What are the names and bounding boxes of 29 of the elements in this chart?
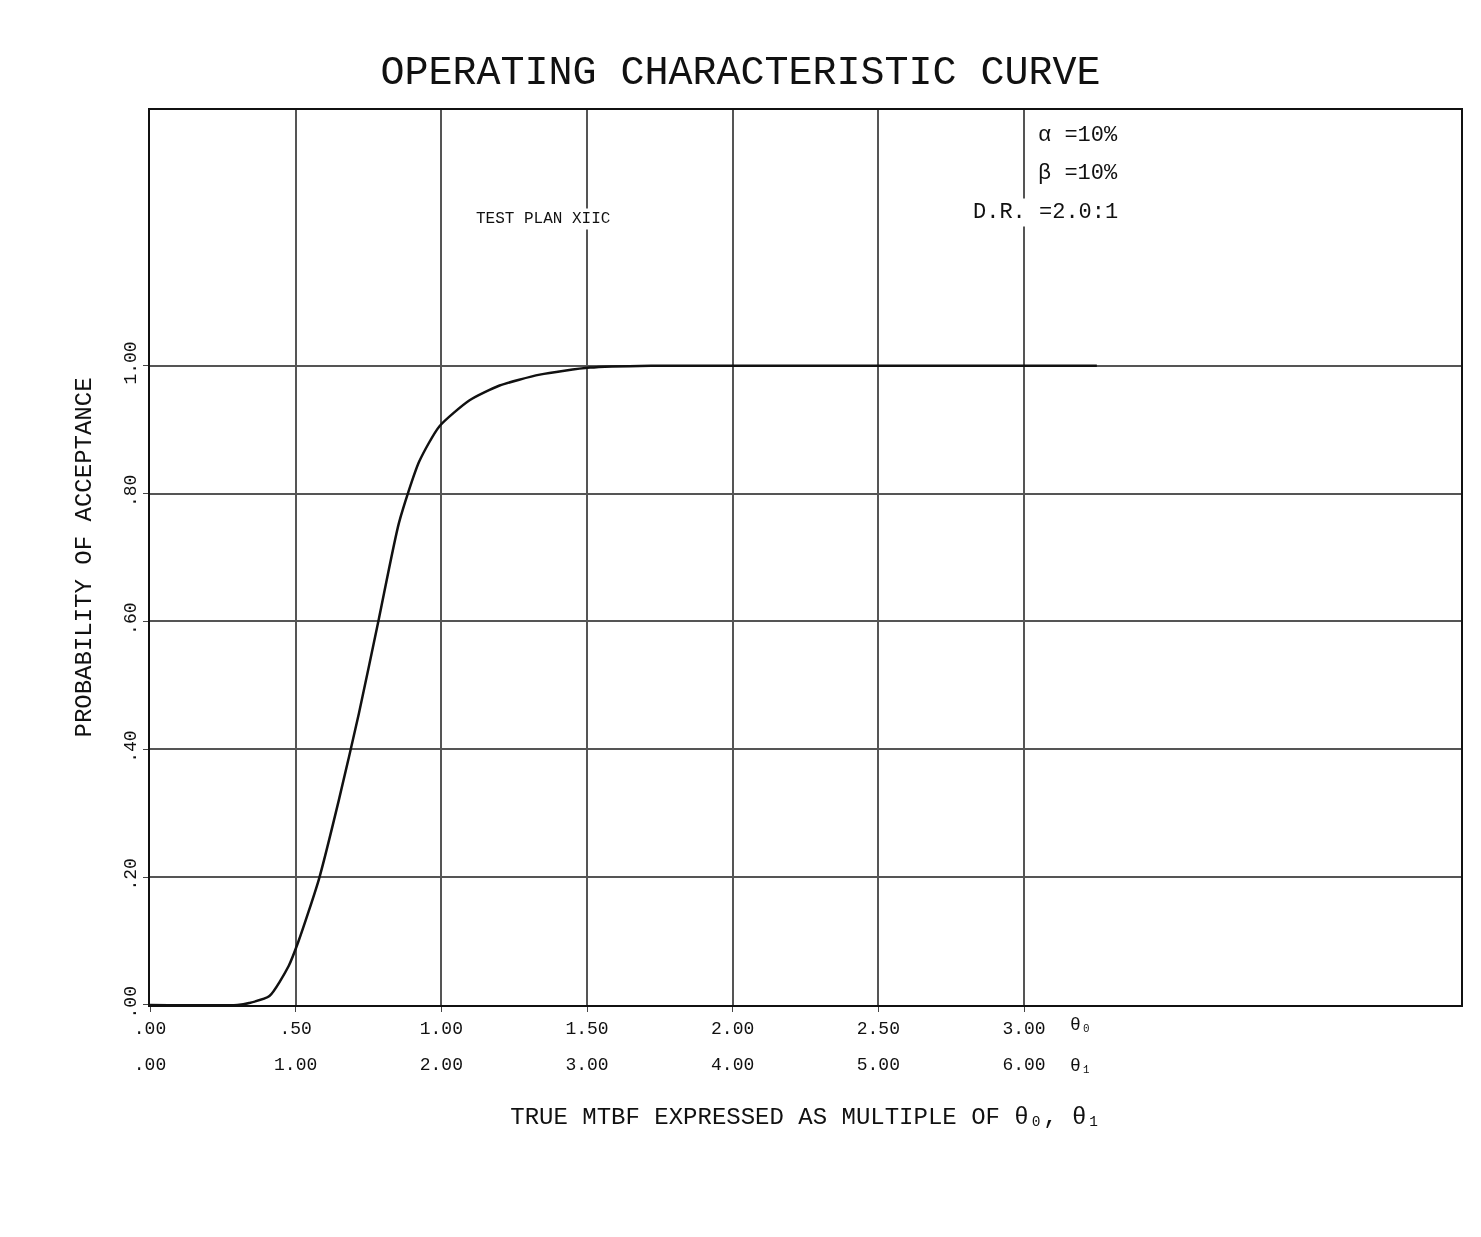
x-tick-label: .50 bbox=[279, 1018, 312, 1039]
x2-tick-label: 1.00 bbox=[274, 1054, 318, 1075]
y-tick-label: 1.00 bbox=[120, 341, 141, 385]
annotation: TEST PLAN XIIC bbox=[476, 210, 611, 228]
x-tick-label: 1.00 bbox=[419, 1018, 463, 1039]
x2-tick-label: 6.00 bbox=[1002, 1054, 1046, 1075]
annotation: D.R. =2.0:1 bbox=[973, 200, 1119, 225]
text: θ₀ bbox=[1070, 1015, 1092, 1035]
x2-tick-label: 3.00 bbox=[565, 1054, 609, 1075]
x-tick-label: 2.00 bbox=[711, 1018, 755, 1039]
x-tick-label: 2.50 bbox=[856, 1018, 900, 1039]
y-axis-title: PROBABILITY OF ACCEPTANCE bbox=[71, 377, 98, 738]
x-tick-label: 1.50 bbox=[565, 1018, 609, 1039]
text: θ₁ bbox=[1070, 1056, 1092, 1076]
x2-tick-label: 4.00 bbox=[711, 1054, 755, 1075]
y-tick-label: .60 bbox=[120, 602, 141, 635]
x2-tick-label: .00 bbox=[133, 1054, 167, 1075]
x2-tick-label: 5.00 bbox=[856, 1054, 900, 1075]
x2-tick-label: 2.00 bbox=[419, 1054, 463, 1075]
y-tick-label: .40 bbox=[120, 730, 141, 763]
x-axis-title: TRUE MTBF EXPRESSED AS MULTIPLE OF θ₀, θ₁ bbox=[510, 1104, 1101, 1132]
x-tick-label: .00 bbox=[133, 1018, 167, 1039]
annotation: α =10% bbox=[1038, 123, 1119, 148]
y-tick-label: .80 bbox=[120, 474, 141, 508]
y-tick-label: .00 bbox=[120, 986, 141, 1019]
chart-title: OPERATING CHARACTERISTIC CURVE bbox=[380, 50, 1101, 96]
y-tick-label: .20 bbox=[120, 858, 141, 891]
x-tick-label: 3.00 bbox=[1002, 1018, 1046, 1039]
annotation: β =10% bbox=[1038, 161, 1119, 186]
